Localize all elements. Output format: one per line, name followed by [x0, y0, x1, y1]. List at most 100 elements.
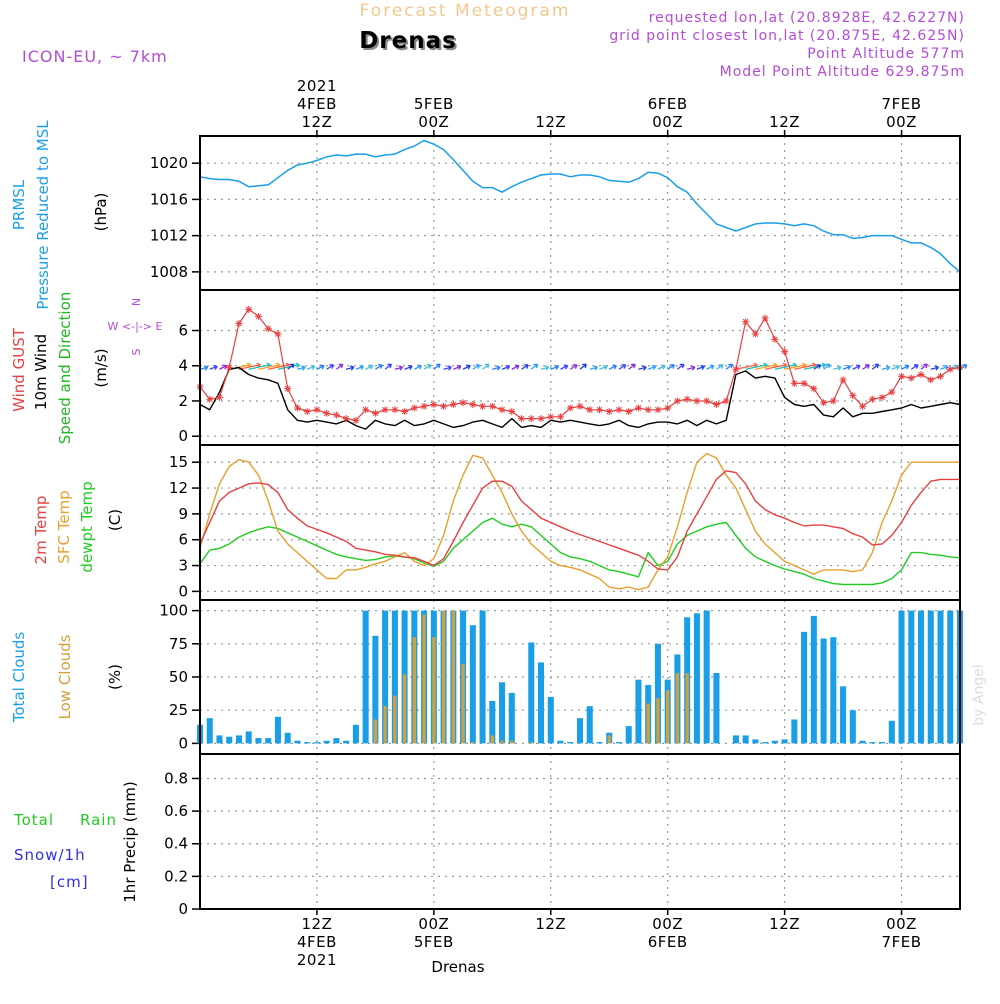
- wind-arrow-head: [944, 365, 948, 366]
- total-cloud-bar: [548, 697, 554, 743]
- wind-arrow-head: [320, 365, 324, 366]
- gust-marker: [820, 399, 827, 406]
- wind-arrow-head: [847, 365, 851, 366]
- gust-marker: [226, 364, 233, 371]
- y-tick-label: 1016: [150, 190, 188, 208]
- wind-arrow-head: [311, 365, 315, 366]
- gust-marker: [654, 406, 661, 413]
- total-cloud-bar: [860, 741, 866, 744]
- total-cloud-bar: [879, 742, 885, 743]
- wind-arrow-head: [935, 366, 939, 367]
- gust-marker: [781, 348, 788, 355]
- gust-marker: [762, 315, 769, 322]
- gust-marker: [586, 406, 593, 413]
- total-cloud-bar: [635, 680, 641, 744]
- wind-arrow-head: [276, 363, 280, 365]
- wind-arrow-head: [457, 365, 461, 366]
- low-cloud-bar: [676, 673, 679, 743]
- compass-north: N: [130, 298, 143, 306]
- total-cloud-bar: [908, 611, 914, 744]
- pressure-sublabel: Pressure Reduced to MSL: [34, 120, 52, 310]
- wind-arrow-head: [496, 366, 500, 367]
- wind-arrow-head: [793, 363, 797, 365]
- time-label: 00Z: [418, 915, 449, 933]
- y-tick-label: 12: [169, 479, 188, 497]
- gust-marker: [323, 410, 330, 417]
- gust-marker: [460, 399, 467, 406]
- total-cloud-bar: [918, 611, 924, 744]
- wind-direction-arrows: [200, 363, 967, 370]
- gust-marker: [674, 397, 681, 404]
- total-cloud-bar: [772, 741, 778, 744]
- gust-marker: [216, 394, 223, 401]
- total-cloud-bar: [567, 742, 573, 743]
- total-cloud-bar: [577, 718, 583, 743]
- time-label: 12Z: [535, 113, 566, 131]
- info-requested: requested lon,lat (20.8928E, 42.6227N): [649, 10, 965, 26]
- total-cloud-bar: [762, 742, 768, 743]
- low-cloud-bar: [471, 742, 474, 743]
- y-tick-label: 0: [178, 900, 188, 918]
- low-cloud-bar: [491, 735, 494, 743]
- total-cloud-bar: [587, 706, 593, 743]
- gust-marker: [645, 406, 652, 413]
- super-title: Forecast Meteogram: [360, 1, 571, 21]
- low-clouds-label: Low Clouds: [56, 634, 74, 719]
- wind-arrow-head: [267, 363, 271, 365]
- gust-marker: [489, 403, 496, 410]
- panel-frame: [200, 754, 960, 909]
- wind-arrow-head: [822, 363, 826, 365]
- watermark: by Angel: [971, 664, 987, 725]
- total-cloud-bar: [294, 741, 300, 744]
- gust-marker: [440, 403, 447, 410]
- gust-marker: [479, 403, 486, 410]
- total-cloud-bar: [509, 693, 515, 743]
- gust-marker: [703, 397, 710, 404]
- gust-marker: [304, 408, 311, 415]
- temp-unit: (C): [106, 509, 124, 531]
- total-cloud-bar: [285, 733, 291, 744]
- gust-marker: [664, 405, 671, 412]
- time-label: 2021: [297, 77, 337, 95]
- y-tick-label: 4: [178, 357, 188, 375]
- gust-marker: [518, 415, 525, 422]
- time-label: 4FEB: [297, 933, 337, 951]
- wind-label: 10m Wind: [32, 334, 50, 410]
- gust-marker: [840, 376, 847, 383]
- y-tick-label: 1012: [150, 227, 188, 245]
- wind-arrow-head: [506, 365, 510, 366]
- total-cloud-bar: [850, 710, 856, 743]
- gust-marker: [723, 397, 730, 404]
- low-cloud-bar: [461, 664, 464, 744]
- snow-unit-label: [cm]: [50, 873, 89, 891]
- wind-arrow-head: [691, 366, 695, 367]
- wind-arrow-head: [399, 366, 403, 367]
- total-cloud-bar: [499, 682, 505, 743]
- time-label: 00Z: [886, 113, 917, 131]
- gust-marker: [791, 380, 798, 387]
- gust-marker: [450, 401, 457, 408]
- y-tick-label: 15: [169, 453, 188, 471]
- low-cloud-bar: [452, 611, 455, 744]
- gust-marker: [859, 403, 866, 410]
- wind-arrow-head: [466, 365, 470, 366]
- gust-marker: [538, 415, 545, 422]
- time-label: 6FEB: [648, 933, 688, 951]
- gust-marker: [888, 389, 895, 396]
- total-cloud-bar: [626, 726, 632, 743]
- wind-arrow-head: [603, 365, 607, 366]
- total-cloud-bar: [596, 742, 602, 743]
- clouds-unit: (%): [106, 664, 124, 690]
- total-cloud-bar: [480, 611, 486, 744]
- total-cloud-bar: [782, 739, 788, 743]
- wind-arrow-head: [515, 365, 519, 366]
- footer-station: Drenas: [431, 958, 484, 976]
- total-cloud-bar: [557, 741, 563, 744]
- wind-arrow-head: [301, 366, 305, 367]
- y-tick-label: 0.8: [164, 769, 188, 787]
- chart-panels: 1008101210161020024603691215025507510000…: [150, 136, 967, 918]
- gust-marker: [752, 331, 759, 338]
